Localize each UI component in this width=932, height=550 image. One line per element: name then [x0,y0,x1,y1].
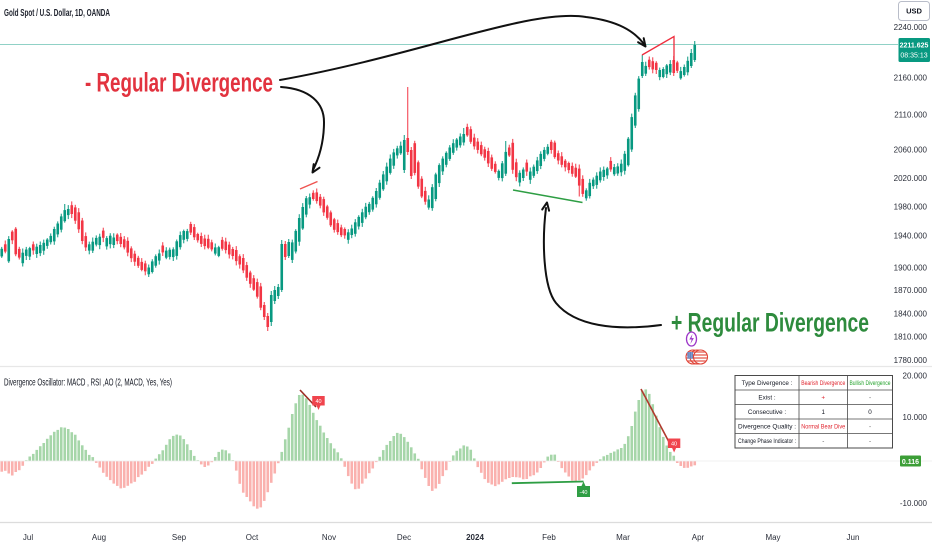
svg-text:Exist :: Exist : [758,394,775,401]
svg-text:Mar: Mar [616,533,630,542]
svg-text:0.116: 0.116 [902,459,919,466]
svg-text:Normal Bear Dive: Normal Bear Dive [801,423,845,430]
svg-text:- Regular Divergence: - Regular Divergence [85,68,273,98]
svg-text:1870.000: 1870.000 [894,286,928,295]
svg-text:Change Phase Indicator :: Change Phase Indicator : [738,438,796,445]
svg-text:2060.000: 2060.000 [894,145,928,154]
svg-text:-: - [869,438,871,445]
svg-text:-: - [822,438,824,445]
svg-text:Dec: Dec [397,533,411,542]
svg-text:Apr: Apr [692,533,705,542]
svg-text:2020.000: 2020.000 [894,174,928,183]
svg-text:Divergence Quality :: Divergence Quality : [738,423,796,430]
svg-text:1840.000: 1840.000 [894,309,928,318]
svg-text:2110.000: 2110.000 [894,110,927,119]
svg-text:Nov: Nov [322,533,336,542]
svg-text:Feb: Feb [542,533,556,542]
svg-text:2211.625: 2211.625 [900,43,929,50]
svg-text:Jun: Jun [847,533,860,542]
svg-text:Divergence Oscillator: MACD ,: Divergence Oscillator: MACD , RSI ,AO (2… [4,377,172,389]
svg-text:-40: -40 [580,490,588,496]
svg-text:Sep: Sep [172,533,187,542]
svg-text:Gold Spot / U.S. Dollar, 1D, O: Gold Spot / U.S. Dollar, 1D, OANDA [4,8,110,19]
svg-text:1780.000: 1780.000 [894,356,928,365]
svg-text:0: 0 [868,409,872,416]
svg-text:2160.000: 2160.000 [894,73,928,82]
svg-text:+: + [821,394,825,401]
svg-text:10.000: 10.000 [903,413,928,422]
svg-text:1900.000: 1900.000 [894,263,928,272]
svg-text:40: 40 [671,442,677,448]
svg-text:Consecutive :: Consecutive : [748,409,786,416]
svg-text:Type Divergence :: Type Divergence : [742,380,793,387]
svg-text:Oct: Oct [246,533,259,542]
svg-text:1980.000: 1980.000 [894,202,928,211]
svg-text:1940.000: 1940.000 [894,231,928,240]
svg-text:USD: USD [906,7,922,16]
svg-text:-10.000: -10.000 [900,499,928,508]
svg-text:-: - [869,423,871,430]
svg-text:May: May [765,533,780,542]
svg-text:1810.000: 1810.000 [894,332,928,341]
svg-text:2024: 2024 [466,533,484,542]
svg-text:Aug: Aug [92,533,106,542]
svg-text:+ Regular Divergence: + Regular Divergence [671,307,869,337]
svg-text:-: - [869,394,871,401]
svg-text:Bearish Divergence: Bearish Divergence [801,380,845,387]
svg-text:Bullish Divergence: Bullish Divergence [850,380,891,387]
svg-text:1: 1 [821,409,825,416]
svg-text:08:35:13: 08:35:13 [900,53,927,60]
svg-text:40: 40 [315,399,321,405]
svg-text:2240.000: 2240.000 [894,23,928,32]
svg-text:20.000: 20.000 [903,371,928,380]
svg-text:Jul: Jul [23,533,33,542]
